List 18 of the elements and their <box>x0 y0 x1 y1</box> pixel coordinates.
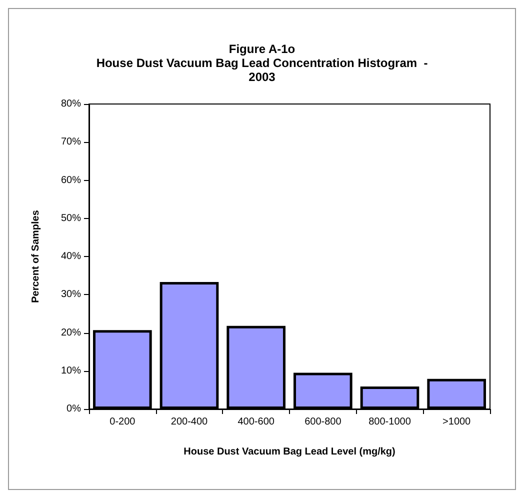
y-tick-label: 10% <box>60 365 82 376</box>
y-axis-title: Percent of Samples <box>30 210 42 303</box>
x-tick-label: 0-200 <box>110 416 136 428</box>
y-tick-label: 0% <box>66 404 82 414</box>
x-tick-label: 800-1000 <box>368 416 412 428</box>
y-tick-label: 80% <box>60 98 82 110</box>
x-tick-label: 600-800 <box>304 416 342 428</box>
y-tick-label: 30% <box>60 289 82 300</box>
x-tick-label: >1000 <box>442 416 472 428</box>
y-tick-label: 50% <box>60 212 82 224</box>
x-tick-label: 400-600 <box>238 416 275 428</box>
x-axis-title: House Dust Vacuum Bag Lead Level (mg/kg) <box>184 446 396 458</box>
y-tick-label: 70% <box>60 136 82 148</box>
chart-title: Figure A-1o House Dust Vacuum Bag Lead Concentration Histogram - 2003 <box>96 42 428 84</box>
x-tick-label: 200-400 <box>170 416 208 428</box>
y-tick-label: 20% <box>60 327 82 338</box>
y-tick-label: 60% <box>60 174 82 186</box>
y-tick-label: 40% <box>60 251 82 262</box>
